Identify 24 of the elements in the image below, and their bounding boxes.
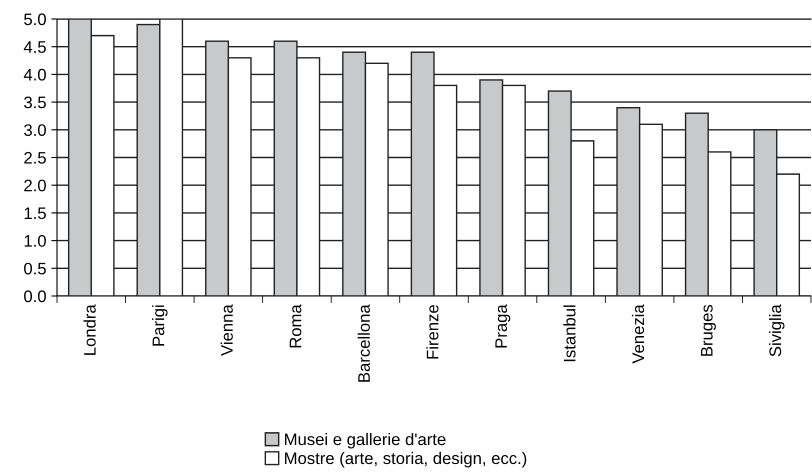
x-tick-label: Firenze xyxy=(426,305,438,359)
y-tick-label: 2.5 xyxy=(24,152,46,164)
legend-label: Musei e gallerie d'arte xyxy=(285,432,446,449)
y-tick-label: 3.5 xyxy=(24,96,46,108)
x-tick-label: Londra xyxy=(84,304,96,355)
y-tick-label: 1.0 xyxy=(24,235,46,247)
x-tick-label: Vienna xyxy=(220,304,233,356)
x-tick-label: Barcellona xyxy=(358,304,370,382)
x-tick-label: Roma xyxy=(290,304,302,348)
x-tick-label: Siviglia xyxy=(768,304,784,356)
x-tick-label: Praga xyxy=(495,304,510,348)
y-tick-label: 2.0 xyxy=(24,180,46,192)
legend-label: Mostre (arte, storia, design, ecc.) xyxy=(285,452,526,468)
x-tick-label: Istanbul xyxy=(563,305,576,362)
y-tick-label: 1.5 xyxy=(24,207,46,220)
y-tick-label: 0.5 xyxy=(24,262,46,275)
x-tick-label: Venezia xyxy=(632,304,644,364)
y-tick-label: 4.5 xyxy=(24,41,46,53)
y-tick-label: 0.0 xyxy=(24,290,46,302)
y-tick-label: 4.0 xyxy=(24,68,46,81)
x-tick-label: Bruges xyxy=(701,304,716,356)
y-tick-label: 3.0 xyxy=(24,124,46,136)
x-tick-label: Parigi xyxy=(152,305,168,346)
y-tick-label: 5.0 xyxy=(24,13,46,26)
